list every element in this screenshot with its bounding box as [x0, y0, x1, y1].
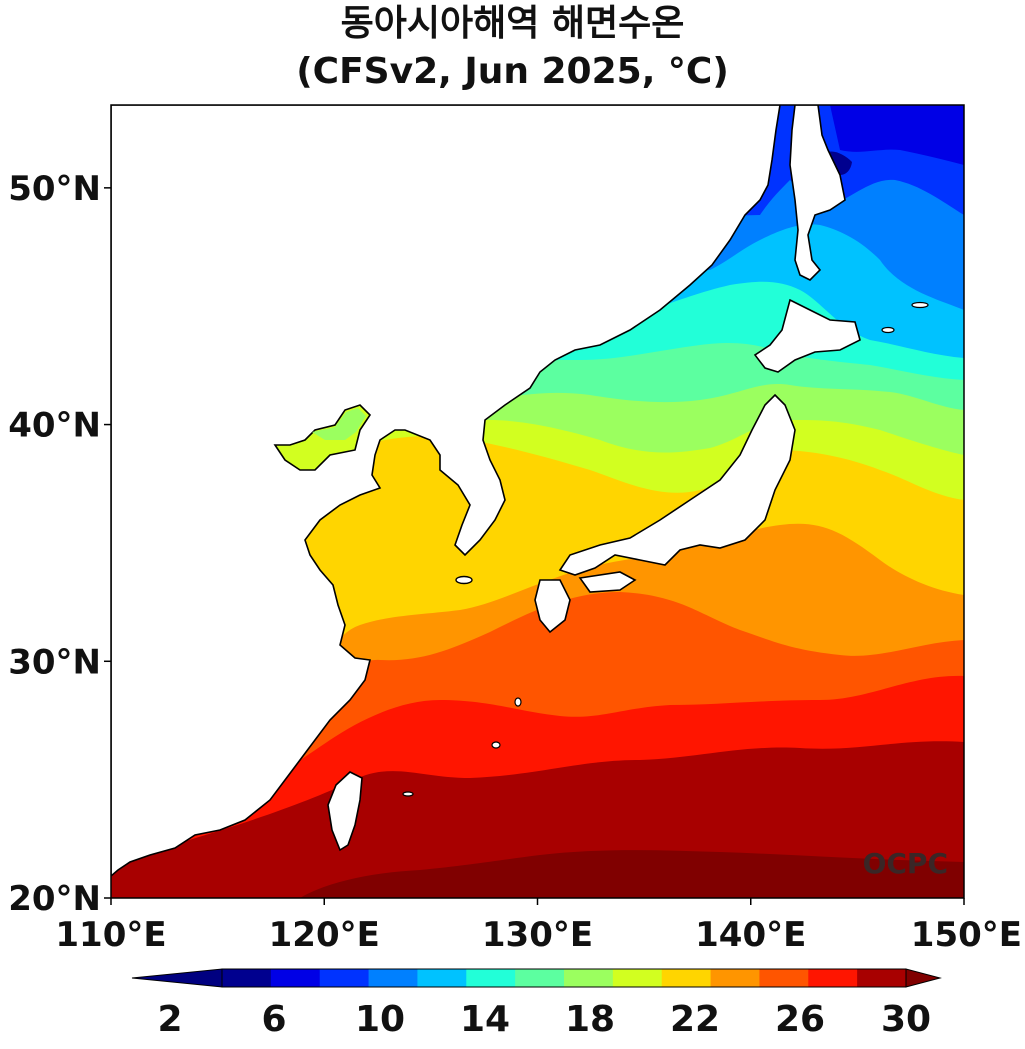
colorbar-swatch — [564, 969, 614, 987]
lon-tick-label: 120°E — [269, 915, 380, 955]
sst-band-4-6 — [111, 105, 964, 165]
asia-mainland — [111, 105, 781, 878]
colorbar-tick-label: 6 — [261, 999, 286, 1040]
colorbar-tick-label: 30 — [881, 999, 931, 1040]
colorbar-swatch — [710, 969, 760, 987]
colorbar-labels: 2 6 10 14 18 22 26 30 — [157, 999, 931, 1040]
lon-tick-label: 130°E — [482, 915, 593, 955]
ocpc-credit: OCPC — [863, 847, 948, 880]
lon-tick-label: 150°E — [911, 915, 1022, 955]
colorbar-swatch — [612, 969, 663, 987]
islands — [491, 741, 501, 749]
colorbar-swatch — [857, 969, 907, 987]
colorbar-swatch — [515, 969, 565, 987]
colorbar-swatch — [466, 969, 516, 987]
colorbar-swatch — [808, 969, 858, 987]
islands — [881, 326, 895, 334]
lon-tick-label: 110°E — [55, 915, 166, 955]
colorbar-tick-label: 14 — [460, 999, 510, 1040]
map-subtitle: (CFSv2, Jun 2025, °C) — [296, 51, 729, 92]
honshu — [558, 393, 796, 576]
colorbar-tick-label: 18 — [565, 999, 615, 1040]
colorbar-tick-label: 26 — [775, 999, 825, 1040]
shikoku — [578, 571, 637, 593]
colorbar-tick-label: 22 — [670, 999, 720, 1040]
longitude-ticks: 110°E 120°E 130°E 140°E 150°E — [55, 898, 1022, 955]
map-title: 동아시아해역 해면수온 — [340, 3, 685, 44]
colorbar-swatch — [417, 969, 467, 987]
islands — [402, 791, 414, 797]
colorbar-swatch — [759, 969, 809, 987]
colorbar-swatch — [661, 969, 712, 987]
sst-band-over-30 — [300, 850, 964, 898]
colorbar-swatch — [222, 969, 272, 987]
colorbar-swatch — [319, 969, 370, 987]
colorbar-outline — [221, 968, 907, 988]
bohai-shallow — [312, 408, 366, 440]
taiwan — [327, 771, 363, 852]
sst-field — [111, 105, 964, 898]
lat-tick-label: 40°N — [8, 406, 101, 446]
jeju-island — [455, 575, 473, 585]
colorbar-tick-label: 2 — [157, 999, 182, 1040]
lat-tick-label: 20°N — [8, 879, 101, 919]
islands — [911, 301, 929, 309]
sakhalin — [789, 105, 846, 281]
colorbar-tick-label: 10 — [355, 999, 405, 1040]
colorbar-under-arrow — [131, 968, 223, 988]
colorbar-swatch — [270, 969, 321, 987]
lat-tick-label: 30°N — [8, 642, 101, 682]
lon-tick-label: 140°E — [695, 915, 806, 955]
islands — [514, 697, 522, 707]
colorbar-swatch — [368, 969, 418, 987]
colorbar-over-arrow — [905, 968, 942, 988]
latitude-ticks: 20°N 30°N 40°N 50°N — [8, 169, 111, 919]
kyushu — [534, 579, 571, 634]
hokkaido — [753, 298, 861, 373]
colorbar — [131, 968, 942, 988]
lat-tick-label: 50°N — [8, 169, 101, 209]
